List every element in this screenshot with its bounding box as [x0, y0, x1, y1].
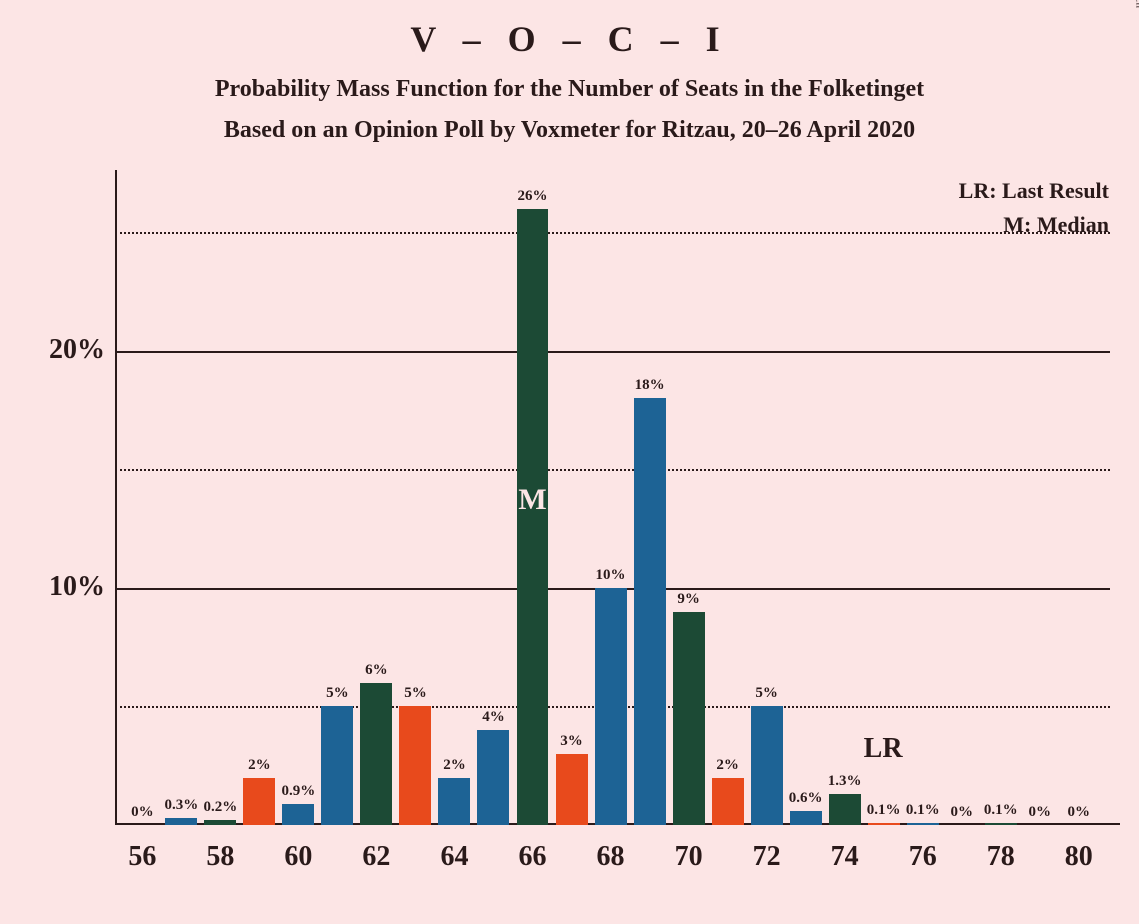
bar-value-label: 5% — [390, 685, 440, 702]
bar — [165, 818, 197, 825]
bar-value-label: 5% — [742, 685, 792, 702]
bar — [868, 823, 900, 825]
last-result-marker: LR — [864, 733, 903, 765]
bar — [517, 209, 549, 825]
x-axis-label: 60 — [268, 841, 328, 873]
bar — [360, 683, 392, 825]
x-axis-label: 68 — [581, 841, 641, 873]
bar-value-label: 0.9% — [273, 783, 323, 800]
gridline — [115, 351, 1110, 353]
bar-value-label: 5% — [312, 685, 362, 702]
x-axis-label: 58 — [190, 841, 250, 873]
bar-value-label: 2% — [234, 757, 284, 774]
bar — [673, 612, 705, 825]
y-axis-label: 20% — [20, 334, 105, 366]
x-axis-label: 62 — [346, 841, 406, 873]
x-axis-label: 66 — [503, 841, 563, 873]
bar-value-label: 0% — [1054, 804, 1104, 821]
bar-value-label: 6% — [351, 662, 401, 679]
x-axis-label: 72 — [737, 841, 797, 873]
bar-value-label: 10% — [586, 567, 636, 584]
median-marker: M — [517, 483, 549, 517]
bar — [790, 811, 822, 825]
chart-subtitle-1: Probability Mass Function for the Number… — [0, 76, 1139, 103]
bar — [907, 823, 939, 825]
bar-value-label: 3% — [547, 733, 597, 750]
x-axis-label: 76 — [893, 841, 953, 873]
copyright-text: © 2020 Filip van Laenen — [1133, 0, 1139, 8]
bar — [438, 778, 470, 825]
bar — [321, 706, 353, 825]
x-axis-label: 74 — [815, 841, 875, 873]
x-axis-label: 64 — [424, 841, 484, 873]
bar-value-label: 4% — [468, 709, 518, 726]
bar — [595, 588, 627, 825]
bar — [712, 778, 744, 825]
bar-value-label: 0.2% — [195, 799, 245, 816]
bar-value-label: 2% — [703, 757, 753, 774]
bar-value-label: 1.3% — [820, 773, 870, 790]
y-axis-label: 10% — [20, 571, 105, 603]
bar — [282, 804, 314, 825]
chart-plot-area: 10%20%0%0.3%0.2%2%0.9%5%6%5%2%4%26%M3%10… — [115, 185, 1110, 825]
chart-title: V – O – C – I — [0, 0, 1139, 60]
bar — [751, 706, 783, 825]
x-axis-label: 78 — [971, 841, 1031, 873]
bar — [634, 398, 666, 825]
gridline — [115, 469, 1110, 471]
bar-value-label: 18% — [625, 377, 675, 394]
chart-subtitle-2: Based on an Opinion Poll by Voxmeter for… — [0, 117, 1139, 144]
bar — [243, 778, 275, 825]
bar-value-label: 9% — [664, 591, 714, 608]
bar — [985, 823, 1017, 825]
gridline — [115, 232, 1110, 234]
x-axis-label: 70 — [659, 841, 719, 873]
bar — [556, 754, 588, 825]
bar-value-label: 2% — [429, 757, 479, 774]
bar — [829, 794, 861, 825]
x-axis-label: 56 — [112, 841, 172, 873]
bar-value-label: 0.6% — [781, 790, 831, 807]
bar-value-label: 26% — [508, 188, 558, 205]
bar — [399, 706, 431, 825]
bar — [477, 730, 509, 825]
y-axis-line — [115, 170, 117, 825]
bar — [204, 820, 236, 825]
x-axis-label: 80 — [1049, 841, 1109, 873]
